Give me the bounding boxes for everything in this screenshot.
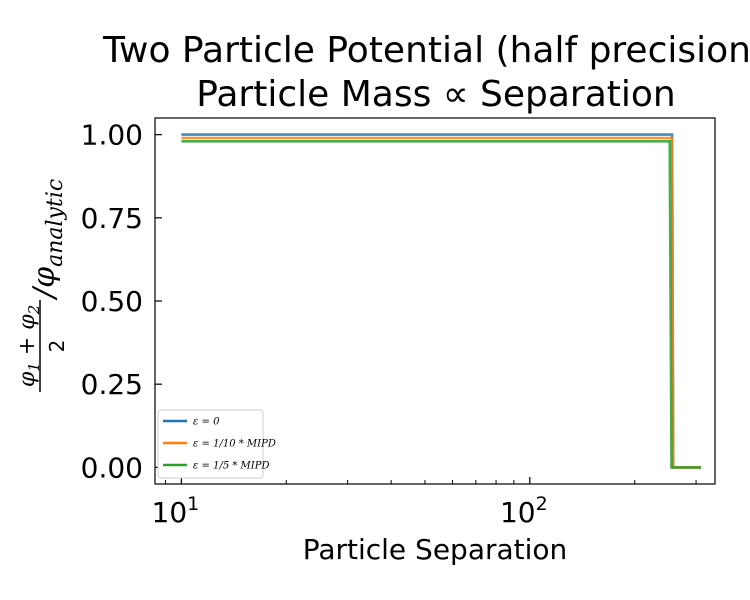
y-tick-label: 0.25: [81, 368, 143, 401]
legend-label: ε = 1/10 * MIPD: [193, 439, 276, 450]
series: [181, 133, 701, 469]
svg-text:2: 2: [45, 340, 69, 353]
y-tick-label: 1.00: [81, 119, 143, 152]
y-tick-label: 0.50: [81, 285, 143, 318]
svg-text:/φanalytic: /φanalytic: [27, 179, 68, 301]
x-tick-label: 102: [500, 493, 548, 529]
legend: ε = 0 ε = 1/10 * MIPD ε = 1/5 * MIPD: [157, 409, 276, 479]
chart-title-line1: Two Particle Potential (half precision): [102, 30, 750, 71]
y-tick-label: 0.00: [81, 451, 143, 484]
ticks: 0.00 0.25 0.50 0.75 1.00 101 102: [81, 119, 697, 529]
x-tick-label: 101: [152, 493, 200, 529]
x-axis-label: Particle Separation: [303, 533, 568, 566]
chart-title-line2: Particle Mass ∝ Separation: [196, 74, 675, 115]
y-tick-label: 0.75: [81, 202, 143, 235]
legend-label: ε = 0: [193, 417, 220, 428]
svg-text:φ1 + φ2: φ1 + φ2: [15, 305, 43, 387]
legend-box: [157, 409, 264, 479]
y-axis-label: φ1 + φ2 2 /φanalytic: [15, 179, 69, 392]
series-line-2: [181, 140, 701, 469]
legend-label: ε = 1/5 * MIPD: [193, 461, 270, 472]
